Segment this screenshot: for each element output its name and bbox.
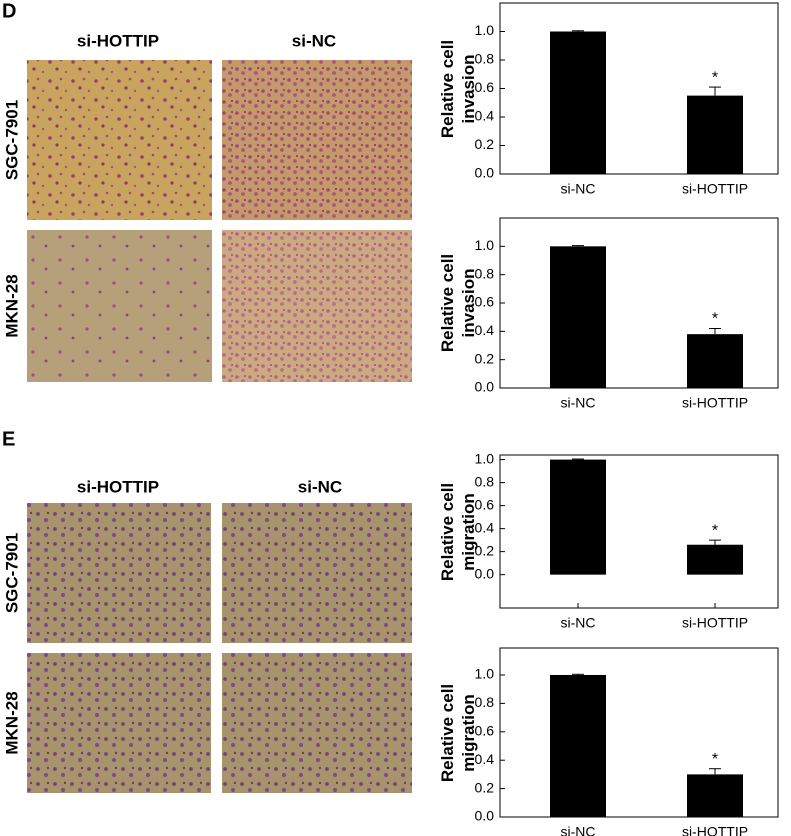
micrograph (222, 60, 412, 220)
y-axis-label: Relative cell invasion (438, 39, 478, 138)
y-tick-label: 0.2 (475, 542, 495, 558)
axis-frame (499, 647, 779, 818)
y-tick-label: 0.8 (475, 265, 495, 281)
y-tick-label: 0.4 (475, 751, 495, 767)
y-tick-label: 0.8 (475, 473, 495, 489)
y-axis-label: Relative cell migration (438, 683, 478, 782)
y-tick-label: 0.8 (475, 694, 495, 710)
bar (550, 459, 606, 575)
y-tick-label: 0.0 (475, 565, 495, 581)
bar (550, 674, 606, 817)
micrograph (222, 653, 412, 793)
column-label: si-HOTTIP (77, 31, 159, 50)
bar (687, 95, 743, 174)
micrograph (27, 230, 212, 382)
bar (687, 334, 743, 388)
row-label: SGC-7901 (2, 533, 21, 613)
y-axis-label: Relative cell migration (438, 482, 478, 581)
bar (550, 246, 606, 388)
y-tick-label: 0.2 (475, 136, 495, 152)
y-tick-label: 0.4 (475, 322, 495, 338)
y-tick-label: 0.0 (475, 808, 495, 824)
y-tick-label: 0.6 (475, 79, 495, 95)
micrograph (27, 60, 212, 220)
row-label: MKN-28 (2, 691, 21, 754)
significance: * (712, 311, 718, 328)
x-tick-label: si-HOTTIP (682, 824, 748, 836)
y-tick-label: 0.8 (475, 51, 495, 67)
y-tick-label: 1.0 (475, 237, 495, 253)
x-tick-label: si-NC (561, 615, 596, 631)
bar (687, 774, 743, 817)
y-tick-label: 0.0 (475, 379, 495, 395)
y-tick-label: 1.0 (475, 450, 495, 466)
x-tick-label: si-HOTTIP (682, 181, 748, 197)
micrograph (222, 230, 412, 382)
y-tick-label: 0.0 (475, 165, 495, 181)
row-label: MKN-28 (2, 274, 21, 337)
y-tick-label: 0.4 (475, 519, 495, 535)
micrograph (27, 503, 211, 643)
significance: * (712, 522, 718, 539)
y-tick-label: 1.0 (475, 22, 495, 38)
column-label: si-NC (292, 31, 336, 50)
x-tick-label: si-NC (561, 181, 596, 197)
axis-frame (499, 454, 779, 609)
y-tick-label: 1.0 (475, 666, 495, 682)
y-tick-label: 0.6 (475, 496, 495, 512)
y-tick-label: 0.4 (475, 108, 495, 124)
x-tick-label: si-NC (561, 824, 596, 836)
bar (550, 31, 606, 174)
x-tick-label: si-NC (561, 395, 596, 411)
bar (687, 544, 743, 575)
y-tick-label: 0.6 (475, 294, 495, 310)
y-axis-label: Relative cell invasion (438, 253, 478, 353)
panel-label: E (2, 428, 15, 450)
significance: * (712, 751, 718, 768)
column-label: si-NC (298, 477, 342, 496)
x-tick-label: si-HOTTIP (682, 395, 748, 411)
y-tick-label: 0.2 (475, 779, 495, 795)
micrograph (222, 503, 412, 643)
y-tick-label: 0.6 (475, 722, 495, 738)
panel-label: D (2, 0, 16, 22)
significance: * (712, 69, 718, 86)
column-label: si-HOTTIP (77, 477, 159, 496)
y-tick-label: 0.2 (475, 350, 495, 366)
x-tick-label: si-HOTTIP (682, 615, 748, 631)
micrograph (27, 653, 211, 793)
row-label: SGC-7901 (2, 100, 21, 180)
